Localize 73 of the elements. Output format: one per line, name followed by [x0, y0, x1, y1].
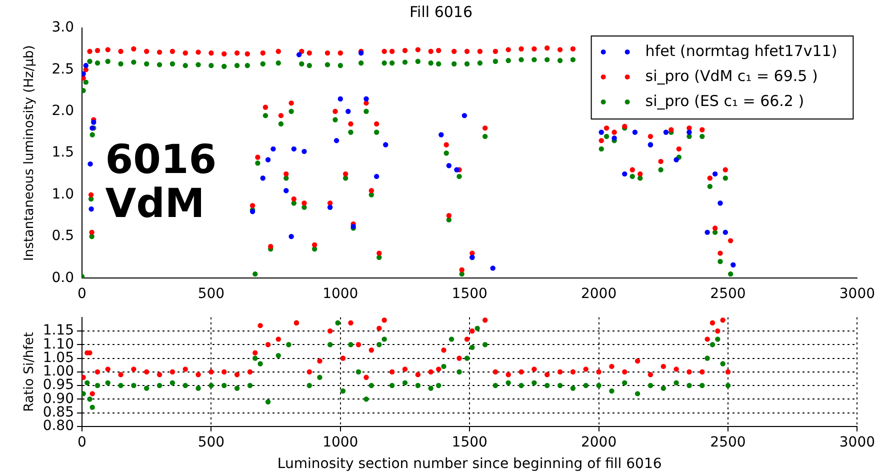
- point: [632, 130, 638, 135]
- legend-label: si_pro (VdM c₁ = 69.5 ): [645, 66, 818, 85]
- point: [346, 108, 351, 114]
- point: [364, 96, 369, 102]
- x-tick-label: 3000: [839, 286, 876, 302]
- y-tick-label: 2.5: [52, 61, 74, 78]
- x-tick-label: 1500: [452, 434, 488, 450]
- point: [454, 167, 460, 172]
- point: [674, 157, 679, 162]
- y-tick-label: 2.0: [52, 103, 74, 120]
- point: [260, 176, 266, 181]
- point: [663, 130, 669, 135]
- point: [270, 146, 276, 152]
- x-tick-label: 0: [78, 286, 86, 302]
- point: [612, 135, 617, 141]
- x-tick-label: 500: [198, 434, 225, 450]
- x-tick-label: 2500: [710, 286, 746, 302]
- point: [704, 230, 710, 235]
- x-tick-label: 500: [198, 286, 225, 302]
- point: [334, 138, 340, 144]
- y-tick-label: 0.95: [42, 377, 74, 394]
- point: [265, 157, 271, 162]
- point: [598, 130, 604, 135]
- y-tick-label: 0.0: [52, 270, 74, 286]
- point: [722, 230, 728, 235]
- annotation: 6016 VdM: [105, 137, 217, 228]
- point: [374, 174, 380, 180]
- chart-title: Fill 6016: [410, 2, 472, 21]
- y-tick-label: 1.00: [42, 364, 74, 380]
- y-tick-label: 3.0: [52, 20, 74, 36]
- y-tick-label: 0.85: [42, 404, 74, 420]
- y-tick-label: 0.5: [52, 228, 74, 244]
- x-tick-label: 1000: [322, 286, 358, 302]
- point: [718, 200, 723, 206]
- point: [291, 146, 296, 152]
- point: [622, 171, 628, 177]
- y-axis-title: Ratio Si/hfet: [22, 332, 38, 412]
- point: [284, 188, 289, 194]
- point: [462, 112, 468, 118]
- x-tick-label: 0: [78, 434, 86, 450]
- legend-label: si_pro (ES c₁ = 66.2 ): [645, 92, 804, 110]
- y-axis-title: Instantaneous luminosity (Hz/μb): [22, 45, 38, 262]
- x-tick-label: 2000: [580, 286, 617, 302]
- point: [296, 52, 302, 58]
- y-tick-label: 1.10: [42, 336, 74, 352]
- y-tick-label: 1.0: [52, 186, 74, 202]
- point: [88, 206, 94, 212]
- x-tick-label: 1500: [452, 286, 488, 302]
- x-axis-title: Luminosity section number since beginning of fill 6016: [277, 456, 662, 472]
- point: [338, 96, 343, 102]
- point: [91, 120, 96, 125]
- point: [288, 234, 294, 240]
- y-tick-label: 1.05: [42, 350, 74, 366]
- point: [446, 163, 452, 168]
- point: [712, 171, 718, 177]
- x-tick-label: 2500: [710, 434, 746, 450]
- point: [302, 148, 307, 154]
- y-tick-label: 1.5: [52, 144, 74, 161]
- x-tick-label: 2000: [580, 434, 617, 450]
- y-tick-label: 1.15: [42, 322, 74, 339]
- y-tick-label: 0.90: [42, 390, 74, 407]
- point: [82, 71, 86, 76]
- point: [383, 142, 388, 148]
- point: [730, 262, 736, 268]
- legend-label: hfet (normtag hfet17v11): [645, 42, 838, 60]
- point: [438, 132, 444, 138]
- x-tick-label: 1000: [322, 434, 358, 450]
- y-tick-label: 0.80: [42, 418, 74, 434]
- x-tick-label: 3000: [839, 434, 876, 450]
- point: [83, 62, 88, 68]
- point: [686, 130, 692, 135]
- point: [490, 266, 496, 271]
- point: [88, 161, 93, 167]
